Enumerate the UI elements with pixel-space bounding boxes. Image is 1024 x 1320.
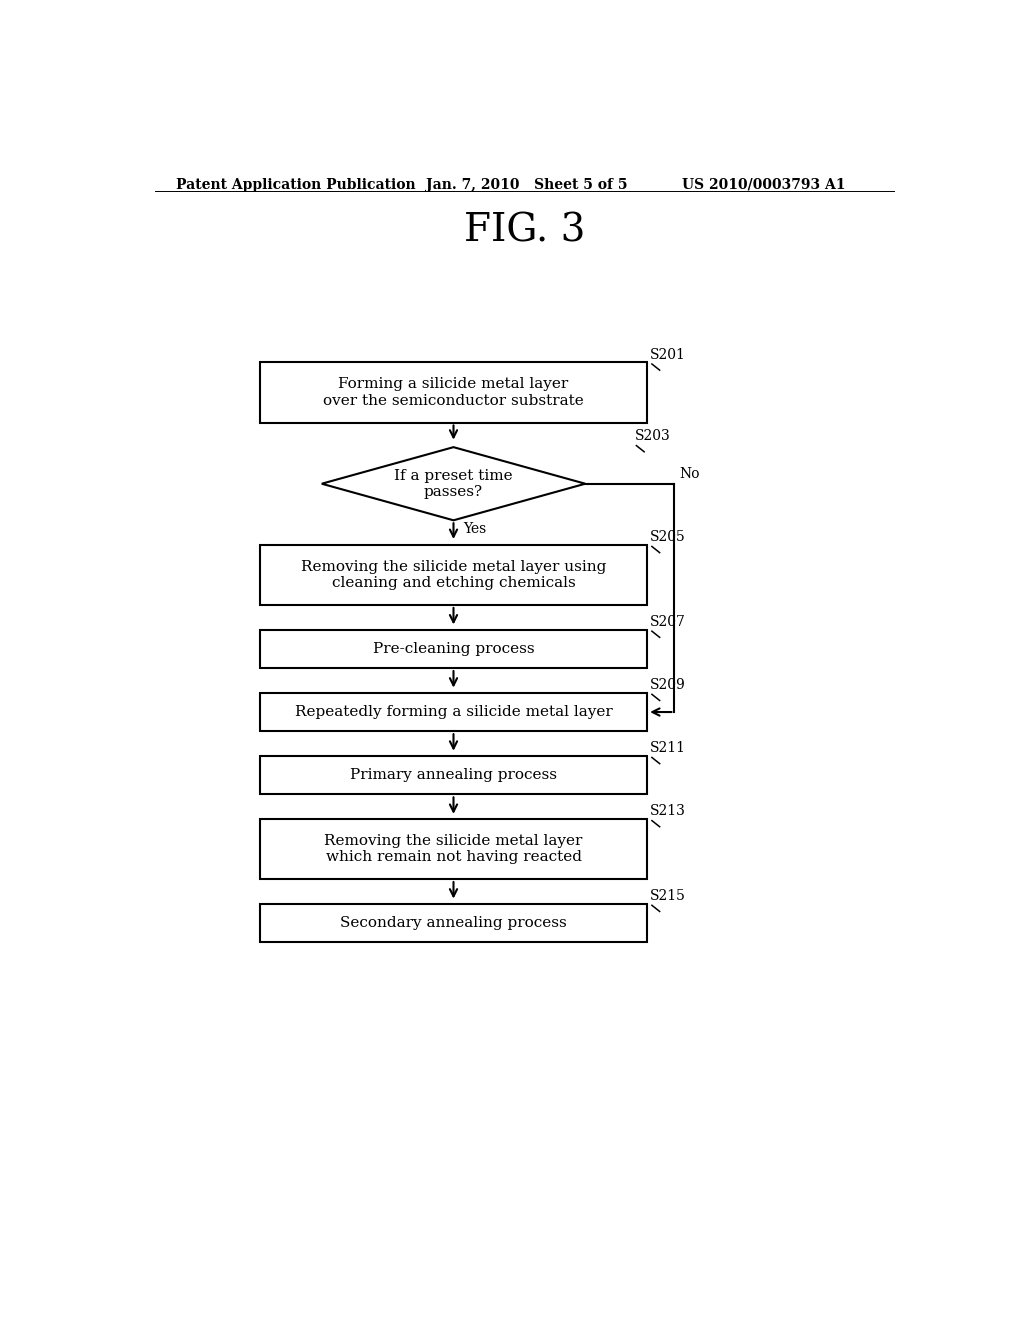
Text: Repeatedly forming a silicide metal layer: Repeatedly forming a silicide metal laye… (295, 705, 612, 719)
Bar (260, 693, 647, 731)
Text: Yes: Yes (463, 521, 486, 536)
Bar (260, 363, 647, 422)
Text: No: No (679, 467, 699, 480)
Text: Secondary annealing process: Secondary annealing process (340, 916, 567, 931)
Text: Patent Application Publication: Patent Application Publication (176, 178, 416, 191)
Text: Pre-cleaning process: Pre-cleaning process (373, 642, 535, 656)
Text: Removing the silicide metal layer
which remain not having reacted: Removing the silicide metal layer which … (325, 834, 583, 865)
Text: US 2010/0003793 A1: US 2010/0003793 A1 (682, 178, 846, 191)
Text: S201: S201 (650, 347, 686, 362)
Bar (260, 630, 647, 668)
Text: S205: S205 (650, 531, 686, 544)
Bar (260, 545, 647, 605)
Text: S203: S203 (635, 429, 671, 444)
Text: S211: S211 (650, 741, 686, 755)
Text: Primary annealing process: Primary annealing process (350, 768, 557, 783)
Bar (260, 904, 647, 942)
Text: FIG. 3: FIG. 3 (464, 213, 586, 249)
Text: If a preset time
passes?: If a preset time passes? (394, 469, 513, 499)
Bar (260, 818, 647, 879)
Bar (260, 756, 647, 795)
Text: Forming a silicide metal layer
over the semiconductor substrate: Forming a silicide metal layer over the … (324, 378, 584, 408)
Text: S213: S213 (650, 804, 686, 818)
Text: Removing the silicide metal layer using
cleaning and etching chemicals: Removing the silicide metal layer using … (301, 560, 606, 590)
Polygon shape (322, 447, 586, 520)
Text: S209: S209 (650, 678, 686, 692)
Text: S215: S215 (650, 888, 686, 903)
Text: Jan. 7, 2010   Sheet 5 of 5: Jan. 7, 2010 Sheet 5 of 5 (426, 178, 628, 191)
Text: S207: S207 (650, 615, 686, 628)
